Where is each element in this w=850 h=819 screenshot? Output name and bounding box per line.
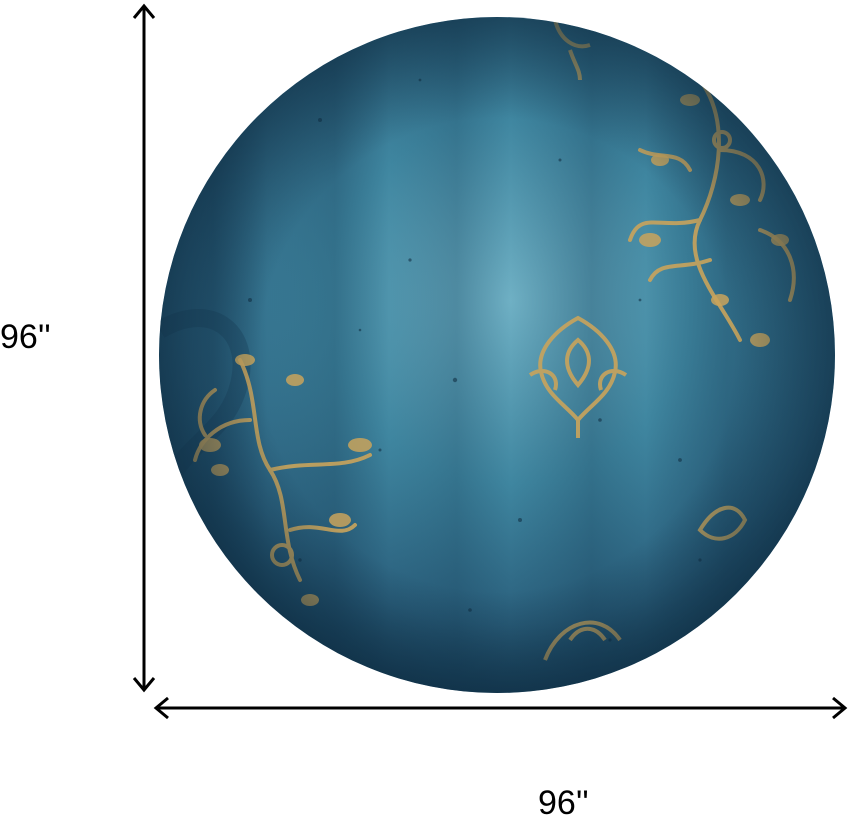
rug — [159, 17, 835, 693]
width-label: 96'' — [538, 784, 589, 819]
height-dimension-arrow — [132, 3, 156, 693]
height-label: 96'' — [0, 318, 51, 356]
width-dimension-arrow — [153, 696, 848, 720]
